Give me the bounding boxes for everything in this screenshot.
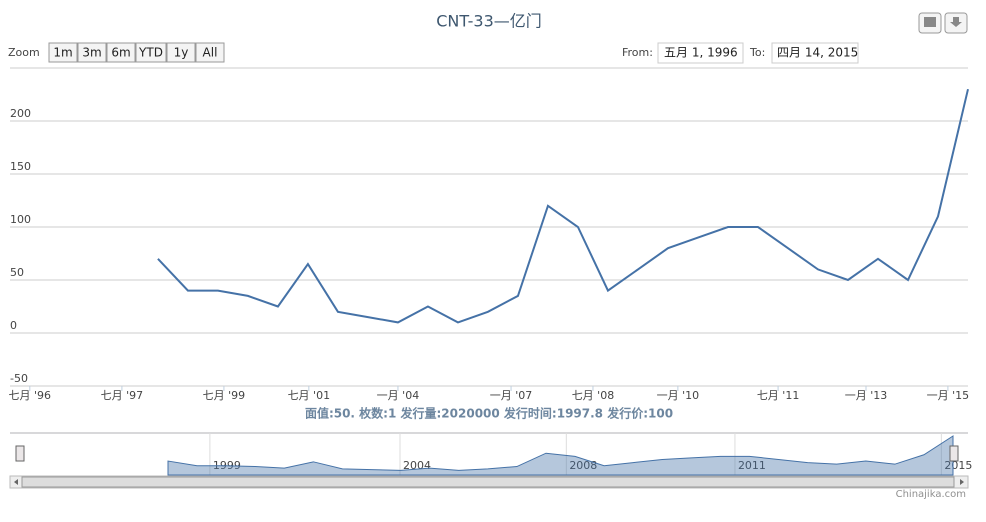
x-tick-label: 七月 '96 — [9, 389, 52, 402]
data-line — [157, 88, 969, 324]
x-tick-label: 一月 '15 — [927, 389, 970, 402]
navigator-area — [167, 435, 954, 476]
y-tick-label: 150 — [10, 160, 31, 173]
x-tick-label: 七月 '99 — [203, 389, 246, 402]
navigator-label: 2015 — [944, 459, 972, 472]
navigator-label: 2008 — [569, 459, 597, 472]
scrollbar-thumb[interactable] — [21, 476, 955, 488]
navigator-handle[interactable] — [949, 445, 959, 462]
x-tick-label: 一月 '07 — [490, 389, 533, 402]
y-tick-label: 200 — [10, 107, 31, 120]
chart-title: CNT-33—亿门 — [436, 12, 542, 31]
x-tick-label: 七月 '97 — [101, 389, 144, 402]
to-value[interactable]: 四月 14, 2015 — [777, 46, 858, 60]
x-tick-label: 七月 '08 — [572, 389, 615, 402]
to-input[interactable] — [771, 42, 859, 64]
from-value[interactable]: 五月 1, 1996 — [664, 46, 738, 60]
print-icon — [924, 17, 936, 27]
export-buttons[interactable] — [918, 12, 968, 34]
zoom-button-label[interactable]: 1m — [53, 46, 72, 60]
y-tick-label: -50 — [10, 372, 28, 385]
zoom-button[interactable] — [77, 42, 107, 63]
chart-subtitle: 面值:50. 枚数:1 发行量:2020000 发行时间:1997.8 发行价:… — [305, 406, 673, 421]
zoom-button[interactable] — [195, 42, 225, 63]
x-tick-label: 一月 '13 — [845, 389, 888, 402]
zoom-button-label[interactable]: 6m — [111, 46, 130, 60]
x-tick-label: 一月 '10 — [657, 389, 700, 402]
zoom-label: Zoom — [8, 46, 40, 59]
x-tick-label: 七月 '11 — [757, 389, 800, 402]
x-tick-label: 七月 '01 — [288, 389, 331, 402]
y-tick-label: 100 — [10, 213, 31, 226]
download-icon — [950, 17, 962, 27]
zoom-button[interactable] — [48, 42, 78, 63]
navigator-handle[interactable] — [15, 445, 25, 462]
y-tick-label: 50 — [10, 266, 24, 279]
from-label: From: — [622, 46, 653, 59]
zoom-button[interactable] — [166, 42, 196, 63]
y-tick-label: 0 — [10, 319, 17, 332]
to-label: To: — [749, 46, 765, 59]
credit: Chinajika.com — [896, 489, 966, 500]
from-input[interactable] — [657, 42, 744, 64]
x-tick-label: 一月 '04 — [377, 389, 420, 402]
zoom-button[interactable] — [106, 42, 136, 63]
zoom-button-label[interactable]: All — [203, 46, 218, 60]
zoom-button[interactable] — [135, 42, 167, 63]
zoom-button-label[interactable]: YTD — [138, 46, 163, 60]
zoom-button-label[interactable]: 3m — [82, 46, 101, 60]
navigator-label: 2011 — [738, 459, 766, 472]
zoom-button-label[interactable]: 1y — [174, 46, 189, 60]
